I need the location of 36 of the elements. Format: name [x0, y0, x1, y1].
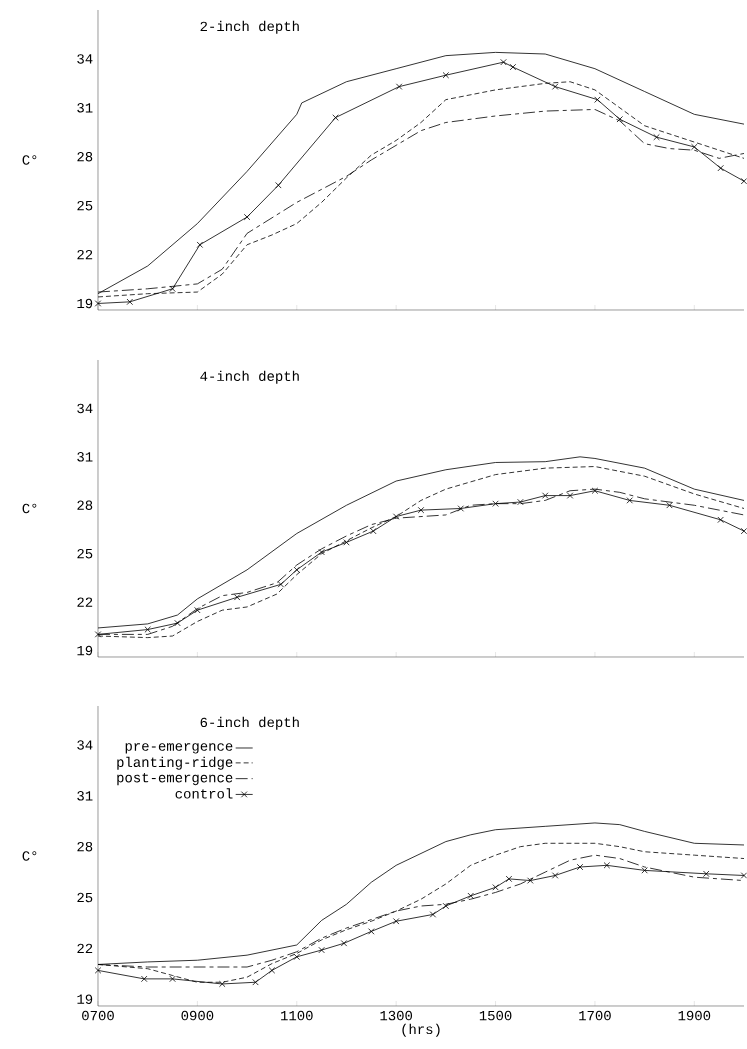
y-axis-title: C°	[22, 503, 37, 514]
text: 6-inch depth	[200, 716, 299, 730]
y-tick-label: 31	[77, 452, 93, 462]
x-tick-label: 1500	[479, 1010, 512, 1021]
y-tick-label: 22	[77, 249, 93, 260]
x-tick-label: 1300	[380, 1010, 413, 1021]
x-tick-label: 1900	[678, 1010, 711, 1021]
y-tick-label: 25	[77, 200, 93, 211]
x-tick-label: 0700	[82, 1010, 114, 1021]
y-tick-label: 34	[77, 54, 93, 64]
y-axis-title: C°	[22, 851, 37, 861]
x-tick-label: 1700	[579, 1010, 611, 1021]
x-tick-label: 0900	[181, 1010, 214, 1021]
y-tick-label: 25	[77, 892, 93, 903]
legend-label: post-emergence	[117, 772, 233, 786]
y-axis-title: C°	[22, 155, 37, 165]
legend-label: planting-ridge	[117, 756, 233, 770]
y-tick-label: 31	[77, 103, 93, 113]
text: 4-inch depth	[200, 370, 299, 384]
x-axis-title: (hrs)	[402, 1023, 440, 1037]
y-tick-label: 19	[77, 645, 93, 656]
text: 2-inch depth	[200, 20, 299, 34]
legend-label: pre-emergence	[125, 743, 233, 754]
y-tick-label: 28	[77, 500, 93, 510]
x-tick-label: 1100	[281, 1010, 313, 1021]
y-tick-label: 25	[77, 548, 93, 559]
y-tick-label: 28	[77, 152, 93, 162]
y-tick-label: 31	[77, 791, 93, 801]
y-tick-label: 19	[77, 994, 93, 1004]
y-tick-label: 34	[77, 403, 93, 414]
y-tick-label: 19	[77, 298, 93, 309]
y-tick-label: 22	[77, 943, 93, 954]
y-tick-label: 28	[77, 841, 93, 852]
legend-label: control	[175, 788, 233, 799]
y-tick-label: 34	[77, 740, 93, 750]
y-tick-label: 22	[77, 597, 93, 607]
